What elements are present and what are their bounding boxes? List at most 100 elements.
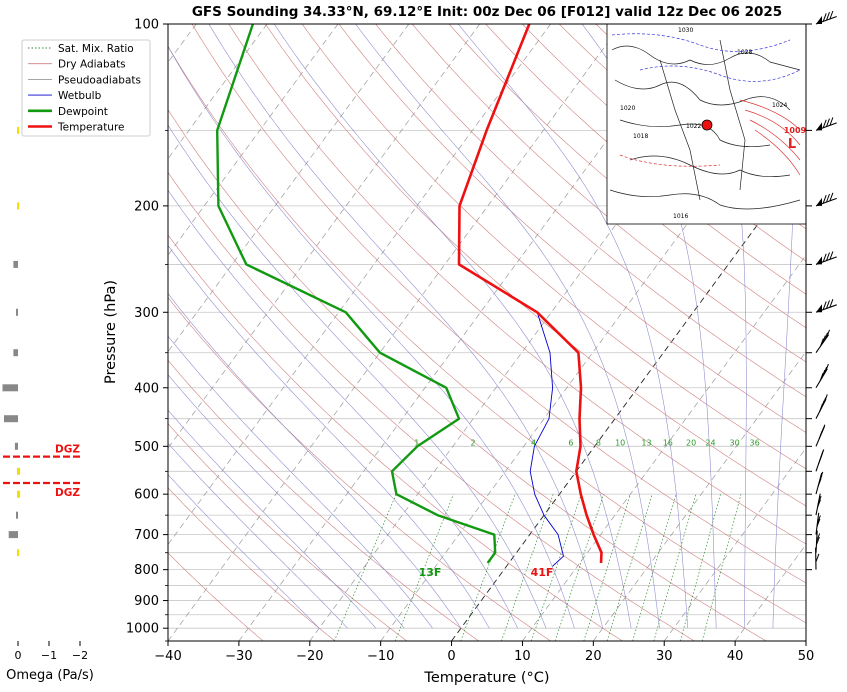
barb-feather: [826, 252, 830, 261]
dry-adiabat: [448, 24, 806, 329]
pseudoadiabat: [702, 24, 747, 629]
pseudoadiabat: [168, 124, 547, 629]
mixing-ratio-line: [632, 494, 677, 641]
wind-barb: [806, 10, 837, 25]
isotherm-line: [238, 24, 693, 641]
barb-feather: [826, 118, 830, 127]
barb-feather: [824, 363, 829, 373]
barb-shaft: [815, 512, 820, 535]
isotherm-line: [451, 158, 806, 641]
omega-bar: [2, 384, 18, 392]
isotherm-line: [168, 24, 480, 449]
omega-bar: [16, 308, 18, 316]
omega-bar: [4, 415, 18, 423]
wind-barb: [806, 329, 830, 354]
plot-area: L 1009 1020 1018 1016 1024 1030 1022 102…: [167, 23, 807, 642]
dry-adiabat: [168, 45, 806, 624]
barb-feather: [816, 515, 821, 524]
pseudoadiabat: [273, 24, 632, 629]
omega-tick-label: −1: [41, 649, 57, 662]
pseudoadiabat: [208, 24, 603, 629]
barb-feather: [819, 338, 824, 347]
dry-adiabat: [191, 24, 806, 584]
barb-feather: [816, 518, 821, 528]
barb-feather: [821, 369, 826, 379]
wind-barb: [806, 424, 826, 447]
barb-feather: [822, 13, 827, 22]
wind-barb: [806, 449, 825, 472]
wind-barb: [806, 512, 821, 536]
surface-temperature-label: 41F: [531, 566, 554, 579]
y-tick-label: 200: [134, 199, 159, 214]
mixing-ratio-line: [501, 494, 554, 641]
pseudoadiabat: [168, 442, 348, 629]
y-tick-label: 800: [134, 563, 159, 578]
map-inset: L 1009 1020 1018 1016 1024 1030 1022 102…: [606, 23, 807, 225]
x-axis-label: Temperature (°C): [423, 670, 549, 686]
omega-bar: [17, 126, 19, 134]
barb-feather: [826, 12, 830, 21]
mixing-ratio-label: 16: [663, 438, 673, 447]
legend-label: Wetbulb: [58, 90, 102, 102]
mixing-ratio-line: [583, 494, 631, 641]
surface-dewpoint-label: 13F: [419, 566, 442, 579]
barb-shaft: [815, 493, 821, 516]
background-lines: [168, 24, 806, 641]
mixing-ratio-label: 24: [705, 438, 715, 447]
dry-adiabat: [375, 24, 806, 398]
barb-feather: [829, 117, 834, 126]
isobar-label: 1028: [737, 49, 752, 56]
legend-label: Dewpoint: [58, 106, 108, 118]
barb-feather: [824, 332, 828, 341]
wind-barb: [806, 363, 829, 389]
pseudoadiabat: [168, 245, 490, 629]
barb-pennant: [816, 16, 822, 24]
dry-adiabat: [168, 171, 695, 641]
x-tick-label: 50: [798, 649, 815, 664]
mixing-ratio-labels: 1 2 4 6 8 10 13 16 20 24 30 36: [414, 438, 759, 447]
dry-adiabat: [412, 24, 806, 363]
omega-bar: [16, 511, 18, 519]
omega-tick-label: 0: [15, 649, 22, 662]
isotherm-line: [168, 24, 551, 546]
y-tick-label: 100: [134, 18, 159, 33]
chart-title: GFS Sounding 34.33°N, 69.12°E Init: 00z …: [192, 4, 782, 20]
mixing-ratio-label: 10: [615, 438, 625, 447]
pseudoadiabat: [168, 189, 518, 629]
y-tick-label: 700: [134, 528, 159, 543]
dry-adiabat: [338, 24, 806, 433]
legend-label: Temperature: [57, 122, 125, 134]
dry-adiabat: [168, 297, 551, 641]
mixing-ratio-label: 8: [596, 438, 601, 447]
barb-feather: [829, 192, 834, 201]
legend: Sat. Mix. Ratio Dry Adiabats Pseudoadiabat…: [21, 39, 151, 137]
wind-barb: [806, 299, 837, 313]
barb-pennant: [816, 256, 822, 265]
dry-adiabat: [168, 234, 623, 641]
pseudoadiabat: [581, 24, 717, 629]
mixing-ratio-label: 30: [730, 438, 740, 447]
dry-adiabat: [485, 24, 806, 295]
wind-barb: [806, 530, 821, 554]
barb-pennant: [816, 304, 822, 313]
barb-feather: [816, 533, 821, 542]
pseudoadiabat: [168, 335, 433, 629]
barb-feather: [822, 301, 827, 310]
omega-bar: [17, 202, 19, 210]
pseudoadiabat: [168, 293, 462, 629]
isotherm-line: [522, 254, 806, 641]
y-tick-label: 900: [134, 594, 159, 609]
mixing-ratio-label: 36: [750, 438, 760, 447]
y-axis-label: Pressure (hPa): [103, 280, 119, 384]
legend-label: Pseudoadiabats: [58, 74, 141, 86]
low-pressure-label: L: [788, 137, 796, 152]
pseudoadiabat: [457, 24, 689, 629]
dry-adiabat: [168, 552, 264, 641]
barb-feather: [826, 300, 830, 309]
dry-adiabat: [228, 24, 806, 545]
isobar-label: 1030: [678, 27, 693, 34]
omega-bar: [8, 531, 18, 539]
isobar-label: 1024: [772, 102, 787, 109]
plot-frame: [167, 23, 807, 642]
isobar-label: 1022: [686, 123, 701, 130]
